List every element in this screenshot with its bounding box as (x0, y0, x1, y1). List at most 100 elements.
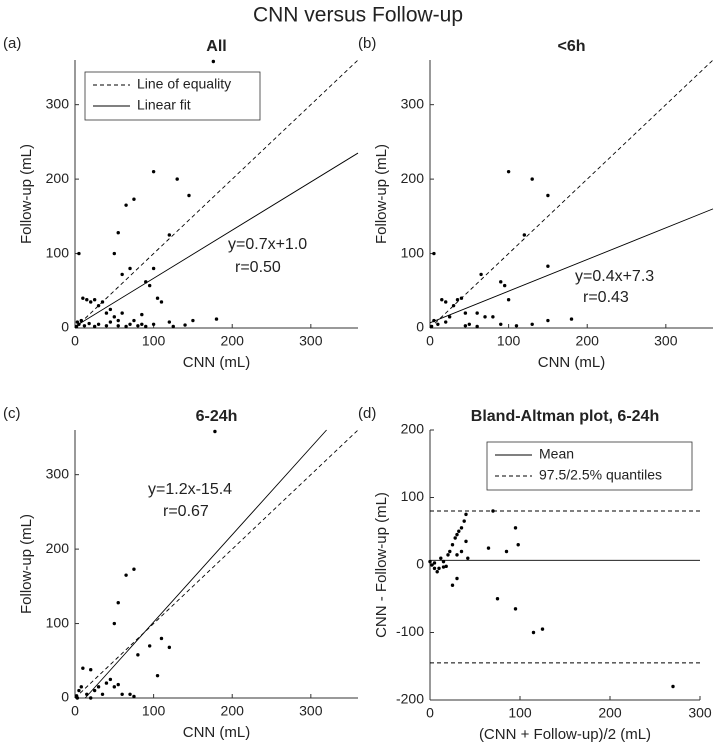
data-point (428, 559, 432, 564)
data-point (108, 677, 113, 682)
x-axis-label: CNN (mL) (183, 354, 251, 371)
data-point (432, 561, 437, 565)
data-point (514, 324, 519, 328)
data-point (214, 317, 219, 321)
data-point (506, 298, 511, 302)
x-axis-label: (CNN + Follow-up)/2 (mL) (479, 726, 651, 743)
data-point (79, 318, 83, 323)
x-tick-label: 100 (142, 333, 166, 349)
y-tick-label: 100 (46, 244, 70, 260)
data-point (100, 300, 105, 304)
data-point (475, 311, 479, 315)
x-tick-label: 0 (426, 705, 434, 721)
data-point (466, 556, 470, 560)
data-point (81, 666, 85, 670)
data-point (147, 644, 152, 648)
annotation: r=0.67 (163, 503, 209, 520)
data-point (429, 324, 434, 329)
x-tick-label: 0 (71, 703, 79, 719)
data-point (444, 564, 448, 569)
fit-line (74, 152, 359, 327)
x-tick-label: 100 (497, 333, 521, 349)
data-point (530, 322, 534, 326)
y-tick-label: 0 (61, 689, 69, 705)
data-point (116, 324, 120, 328)
data-point (569, 317, 574, 321)
data-point (486, 546, 491, 550)
data-point (108, 320, 113, 324)
y-tick-label: 0 (416, 319, 424, 335)
data-point (491, 315, 495, 319)
legend-box (84, 71, 261, 121)
data-point (444, 300, 448, 304)
data-point (459, 296, 464, 300)
data-point (75, 320, 80, 324)
data-point (444, 320, 448, 324)
data-point (531, 630, 536, 635)
data-point (546, 264, 550, 268)
data-point (491, 509, 495, 513)
data-point (92, 688, 97, 693)
data-point (147, 283, 152, 288)
data-point (437, 566, 441, 571)
data-point (187, 193, 191, 198)
x-tick-label: 300 (688, 705, 712, 721)
data-point (455, 532, 459, 537)
data-point (132, 197, 136, 201)
data-point (116, 231, 120, 235)
data-point (155, 296, 160, 300)
data-point (104, 681, 109, 685)
data-point (467, 322, 472, 326)
data-point (155, 673, 160, 678)
data-point (112, 685, 117, 689)
y-tick-label: 100 (401, 244, 425, 260)
data-point (77, 688, 81, 693)
data-point (120, 692, 124, 696)
figure-title: CNN versus Follow-up (253, 4, 463, 27)
data-point (499, 322, 503, 326)
data-point (450, 583, 455, 587)
fit-line (429, 59, 714, 329)
data-point (502, 283, 507, 288)
data-point (455, 298, 460, 302)
data-point (112, 621, 117, 626)
x-tick-label: 0 (426, 333, 434, 349)
data-point (96, 322, 101, 326)
y-tick-label: -100 (396, 623, 424, 639)
data-point (516, 543, 520, 547)
data-point (464, 512, 468, 517)
x-tick-label: 200 (576, 333, 600, 349)
data-point (479, 272, 483, 277)
data-point (175, 177, 179, 181)
legend-box (486, 441, 693, 491)
y-tick-label: 200 (401, 421, 425, 437)
data-point (92, 324, 97, 329)
panel-title: 6-24h (196, 408, 238, 425)
data-point (213, 429, 217, 434)
data-point (459, 549, 464, 554)
data-point (74, 324, 79, 329)
data-point (455, 553, 459, 557)
data-point (522, 233, 527, 237)
fit-line (74, 429, 359, 699)
panel-label: (b) (358, 35, 376, 52)
data-point (92, 298, 97, 302)
data-point (432, 566, 437, 571)
data-point (128, 266, 132, 271)
data-point (136, 324, 140, 328)
data-point (124, 203, 128, 207)
y-tick-label: 200 (401, 170, 425, 186)
legend-label: Linear fit (137, 97, 191, 113)
x-tick-label: 0 (71, 333, 79, 349)
data-point (441, 559, 446, 564)
y-axis-label: CNN - Follow-up (mL) (373, 492, 390, 638)
data-point (457, 529, 461, 533)
data-point (82, 324, 87, 328)
y-tick-label: -200 (396, 691, 424, 707)
data-point (483, 315, 487, 319)
data-point (183, 323, 187, 327)
data-point (136, 653, 140, 657)
data-point (108, 307, 113, 312)
data-point (151, 322, 156, 326)
